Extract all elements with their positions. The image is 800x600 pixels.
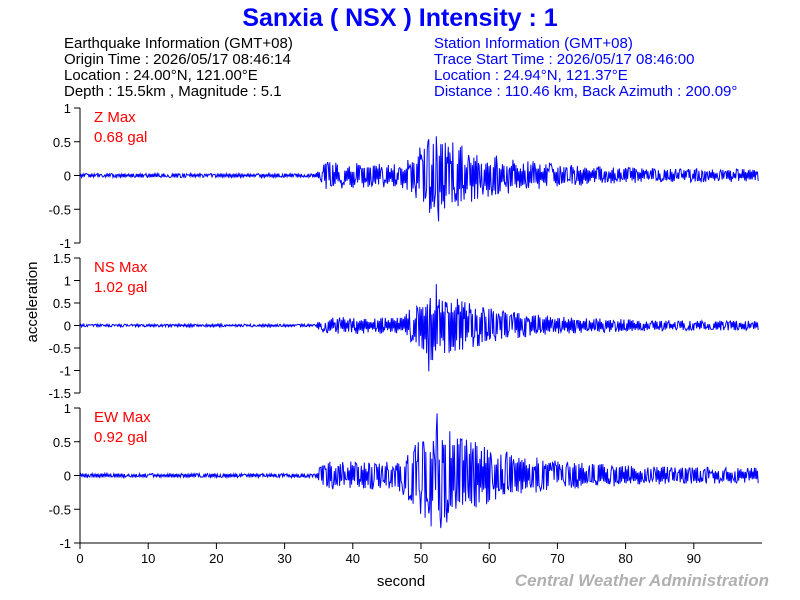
panel-ew-max-value: 0.92 gal <box>94 429 147 446</box>
panel-ns-y-tick-label: 0 <box>64 319 71 334</box>
panel-z-max-label: Z Max <box>94 109 136 126</box>
panel-ns: 1.5 1 0.5 0 -0.5 -1 -1.5 NS Max 1.02 gal <box>49 251 759 401</box>
panel-ns-y-tick-label: 1 <box>64 274 71 289</box>
x-tick-label: 40 <box>346 551 360 566</box>
panel-z-y-tick-label: 0.5 <box>53 135 71 150</box>
x-tick-label: 50 <box>414 551 428 566</box>
panel-z-y-tick-label: -1 <box>59 236 71 251</box>
x-tick-label: 80 <box>618 551 632 566</box>
panel-ew-y-tick-label: 1 <box>64 401 71 416</box>
panel-ew-y-tick-label: 0 <box>64 469 71 484</box>
panel-ns-y-ticks: 1.5 1 0.5 0 -0.5 -1 -1.5 <box>49 251 80 401</box>
station-distance-azimuth: Distance : 110.46 km, Back Azimuth : 200… <box>434 83 737 100</box>
panel-z-y-ticks: 1 0.5 0 -0.5 -1 <box>49 101 80 251</box>
panel-z-y-tick-label: 1 <box>64 101 71 116</box>
panel-ew-max-label: EW Max <box>94 409 151 426</box>
panel-z: 1 0.5 0 -0.5 -1 Z Max 0.68 gal <box>49 101 759 251</box>
earthquake-info: Earthquake Information (GMT+08) Origin T… <box>64 35 293 100</box>
panel-ew-y-ticks: 1 0.5 0 -0.5 -1 <box>49 401 80 551</box>
earthquake-depth-magnitude: Depth : 15.5km , Magnitude : 5.1 <box>64 83 282 100</box>
station-info-heading: Station Information (GMT+08) <box>434 35 633 52</box>
panel-z-trace <box>79 136 759 222</box>
station-location: Location : 24.94°N, 121.37°E <box>434 67 628 84</box>
panel-ew-trace <box>79 413 759 529</box>
x-tick-label: 60 <box>482 551 496 566</box>
panel-ns-y-tick-label: 0.5 <box>53 296 71 311</box>
x-tick-label: 20 <box>209 551 223 566</box>
x-tick-label: 10 <box>141 551 155 566</box>
x-tick-label: 90 <box>687 551 701 566</box>
station-info: Station Information (GMT+08) Trace Start… <box>434 35 737 100</box>
x-axis-label: second <box>377 573 425 590</box>
panel-ew: 1 0.5 0 -0.5 -1 EW Max 0.92 gal <box>49 401 759 551</box>
earthquake-origin-time: Origin Time : 2026/05/17 08:46:14 <box>64 51 291 68</box>
panel-ns-trace <box>79 284 759 372</box>
earthquake-location: Location : 24.00°N, 121.00°E <box>64 67 258 84</box>
panel-ns-y-tick-label: -1 <box>59 364 71 379</box>
panel-z-max-value: 0.68 gal <box>94 129 147 146</box>
x-tick-label: 70 <box>550 551 564 566</box>
panel-z-y-tick-label: 0 <box>64 169 71 184</box>
x-tick-label: 30 <box>277 551 291 566</box>
panel-ew-y-tick-label: -1 <box>59 536 71 551</box>
panel-ew-y-tick-label: 0.5 <box>53 435 71 450</box>
panel-ns-max-value: 1.02 gal <box>94 279 147 296</box>
y-axis-label: acceleration <box>24 262 41 343</box>
panel-ns-y-tick-label: -1.5 <box>49 386 71 401</box>
chart-title: Sanxia ( NSX ) Intensity : 1 <box>242 4 557 32</box>
x-tick-label: 0 <box>76 551 83 566</box>
panel-z-y-tick-label: -0.5 <box>49 202 71 217</box>
panel-ns-y-tick-label: -0.5 <box>49 341 71 356</box>
panel-ew-y-tick-label: -0.5 <box>49 502 71 517</box>
station-trace-start-time: Trace Start Time : 2026/05/17 08:46:00 <box>434 51 694 68</box>
panel-ns-y-tick-label: 1.5 <box>53 251 71 266</box>
x-ticks: 0 10 20 30 40 50 60 70 80 90 <box>76 543 701 566</box>
panel-ns-max-label: NS Max <box>94 259 148 276</box>
credit-text: Central Weather Administration <box>515 571 769 590</box>
earthquake-info-heading: Earthquake Information (GMT+08) <box>64 35 293 52</box>
